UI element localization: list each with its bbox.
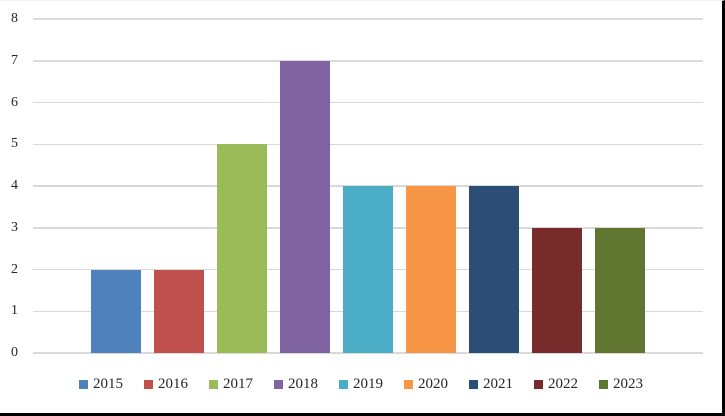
legend-label: 2019: [353, 375, 383, 392]
bar-2021: [469, 186, 519, 353]
gridline-y-8: [33, 18, 703, 20]
bars-container: [33, 19, 703, 353]
legend-item-2020: 2020: [404, 375, 448, 392]
legend-label: 2016: [158, 375, 188, 392]
legend-label: 2018: [288, 375, 318, 392]
legend-label: 2022: [548, 375, 578, 392]
gridline-y-6: [33, 101, 703, 104]
legend-label: 2015: [93, 375, 123, 392]
gridline-y-0: [33, 352, 703, 354]
legend-swatch-icon: [469, 379, 478, 389]
legend-swatch-icon: [209, 379, 218, 389]
y-tick-label-2: 2: [11, 261, 18, 277]
bar-2023: [595, 227, 645, 353]
legend-item-2016: 2016: [144, 375, 188, 392]
y-tick-label-0: 0: [11, 345, 18, 360]
legend-label: 2021: [483, 375, 513, 392]
legend-item-2015: 2015: [79, 375, 123, 392]
y-tick-label-8: 8: [11, 11, 18, 26]
bar-2022: [532, 227, 582, 353]
legend-label: 2017: [223, 375, 253, 392]
legend: 2015 2016 2017 2018 2019 2020 2021 2022 2023: [0, 373, 722, 395]
y-axis-labels: 0 1 2 3 4 5 6 7 8: [0, 12, 18, 360]
y-tick-label-5: 5: [11, 136, 18, 152]
gridline-y-5: [33, 143, 703, 145]
y-tick-label-1: 1: [11, 303, 18, 319]
legend-swatch-icon: [144, 379, 153, 389]
bar-2015: [91, 269, 141, 353]
legend-label: 2020: [418, 375, 448, 392]
bar-2018: [280, 60, 330, 353]
y-tick-label-3: 3: [11, 219, 18, 235]
y-tick-label-6: 6: [11, 94, 18, 110]
legend-swatch-icon: [534, 379, 543, 389]
legend-item-2021: 2021: [469, 375, 513, 392]
legend-swatch-icon: [599, 379, 608, 389]
legend-item-2023: 2023: [599, 375, 643, 392]
plot-area: [33, 18, 703, 354]
legend-swatch-icon: [404, 379, 413, 389]
y-tick-label-7: 7: [11, 52, 18, 68]
legend-swatch-icon: [274, 379, 283, 389]
legend-item-2019: 2019: [339, 375, 383, 392]
legend-item-2018: 2018: [274, 375, 318, 392]
legend-swatch-icon: [339, 379, 348, 389]
legend-item-2022: 2022: [534, 375, 578, 392]
legend-swatch-icon: [79, 379, 88, 389]
bar-2019: [343, 186, 393, 353]
y-tick-label-4: 4: [11, 178, 18, 193]
legend-item-2017: 2017: [209, 375, 253, 392]
bar-2017: [217, 144, 267, 353]
bar-2016: [154, 269, 204, 353]
bar-2020: [406, 186, 456, 353]
legend-label: 2023: [613, 375, 643, 392]
gridline-y-7: [33, 60, 703, 62]
